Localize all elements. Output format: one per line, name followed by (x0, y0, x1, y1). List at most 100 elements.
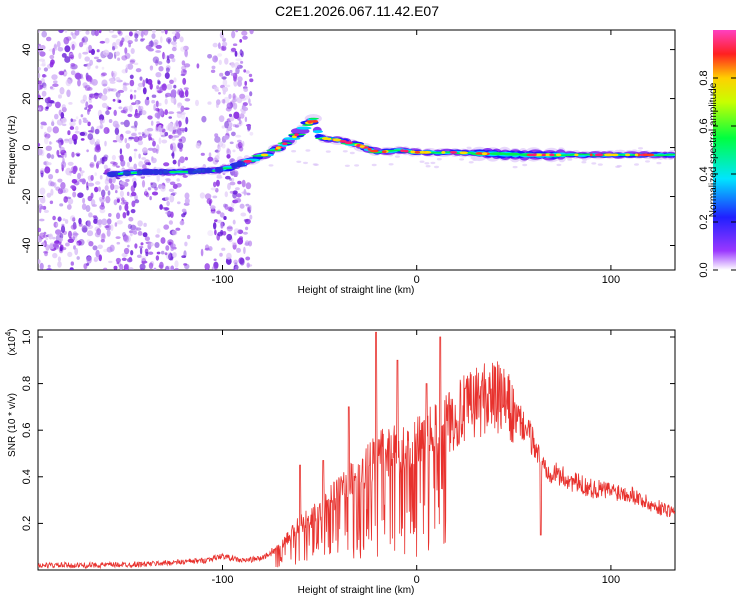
noise-speckle (179, 147, 183, 152)
ridge-hotspot (367, 147, 372, 151)
noise-speckle (82, 197, 86, 204)
noise-speckle (38, 80, 42, 85)
noise-speckle (180, 46, 186, 52)
noise-speckle (46, 192, 52, 198)
noise-speckle (94, 145, 101, 153)
noise-speckle (70, 185, 76, 190)
noise-speckle (124, 137, 128, 144)
noise-speckle (84, 107, 88, 110)
noise-speckle (242, 35, 248, 40)
noise-speckle (90, 192, 94, 199)
noise-speckle (645, 160, 650, 163)
noise-speckle (38, 72, 41, 79)
noise-speckle (64, 56, 71, 63)
noise-speckle (175, 227, 181, 231)
ridge-hotspot (549, 153, 555, 157)
noise-speckle (103, 127, 110, 134)
noise-speckle (40, 124, 44, 130)
noise-speckle (245, 226, 249, 231)
noise-speckle (214, 136, 221, 143)
noise-speckle (88, 95, 92, 101)
noise-speckle (163, 54, 167, 60)
noise-speckle (232, 219, 236, 225)
noise-speckle (168, 220, 173, 225)
noise-speckle (71, 151, 75, 158)
noise-speckle (180, 69, 187, 76)
colorbar-ticks: 0.0 0.2 0.4 0.6 0.8 (698, 70, 736, 278)
noise-speckle (171, 47, 177, 52)
noise-speckle (52, 47, 55, 56)
noise-speckle (38, 30, 41, 33)
noise-speckle (133, 62, 139, 66)
noise-speckle (65, 79, 72, 87)
noise-speckle (234, 124, 239, 128)
noise-speckle (104, 140, 107, 147)
noise-speckle (112, 98, 116, 102)
noise-speckle (58, 109, 62, 116)
noise-speckle (115, 190, 118, 194)
noise-speckle (108, 78, 115, 82)
noise-speckle (222, 98, 226, 105)
noise-speckle (81, 203, 87, 210)
noise-speckle (233, 264, 239, 270)
noise-speckle (147, 147, 154, 151)
noise-speckle (82, 94, 87, 102)
noise-speckle (156, 121, 160, 124)
noise-speckle (110, 224, 114, 232)
noise-speckle (239, 112, 245, 119)
noise-speckle (229, 141, 234, 145)
noise-speckle (85, 101, 89, 109)
noise-speckle (160, 134, 167, 138)
noise-speckle (151, 99, 156, 104)
ridge-hotspot (589, 153, 593, 157)
noise-speckle (151, 30, 156, 34)
noise-speckle (115, 236, 121, 240)
noise-speckle (239, 49, 243, 56)
noise-speckle (225, 175, 231, 180)
noise-speckle (138, 132, 142, 135)
noise-speckle (213, 86, 219, 91)
noise-speckle (98, 30, 102, 34)
noise-speckle (138, 135, 143, 141)
noise-speckle (93, 216, 99, 221)
noise-speckle (221, 125, 225, 129)
noise-speckle (216, 219, 222, 224)
noise-speckle (103, 164, 108, 170)
noise-speckle (121, 257, 127, 261)
noise-speckle (237, 76, 243, 82)
noise-speckle (48, 174, 54, 180)
noise-speckle (127, 40, 133, 45)
ridge-hotspot (542, 153, 546, 157)
noise-speckle (171, 153, 175, 157)
noise-speckle (175, 30, 181, 33)
ridge-hotspot (291, 135, 297, 139)
ridge-hotspot (643, 153, 649, 157)
ridge-segment (302, 124, 313, 126)
noise-speckle (179, 36, 184, 43)
snr-panel: -100 0 100 0.2 0.4 0.6 0.8 1.0 Height of straig… (4, 328, 676, 596)
noise-speckle (45, 244, 50, 251)
noise-speckle (70, 70, 76, 76)
noise-speckle (113, 265, 118, 270)
noise-speckle (132, 226, 139, 232)
snr-ytick-label: 1.0 (21, 329, 33, 344)
noise-speckle (149, 196, 152, 201)
ridge-hotspot (282, 142, 288, 146)
noise-speckle (119, 40, 124, 46)
noise-speckle (434, 165, 439, 169)
snr-xtick-label: -100 (211, 574, 233, 586)
noise-speckle (227, 182, 231, 191)
noise-speckle (104, 185, 109, 191)
noise-speckle (151, 33, 156, 39)
noise-speckle (52, 243, 60, 248)
noise-speckle (143, 222, 147, 227)
noise-speckle (181, 255, 187, 258)
noise-speckle (93, 56, 99, 60)
noise-speckle (154, 242, 160, 248)
noise-speckle (115, 196, 121, 200)
noise-speckle (111, 70, 114, 77)
noise-speckle (227, 206, 233, 212)
noise-speckle (103, 88, 108, 95)
noise-speckle (226, 154, 231, 159)
noise-speckle (102, 195, 105, 200)
